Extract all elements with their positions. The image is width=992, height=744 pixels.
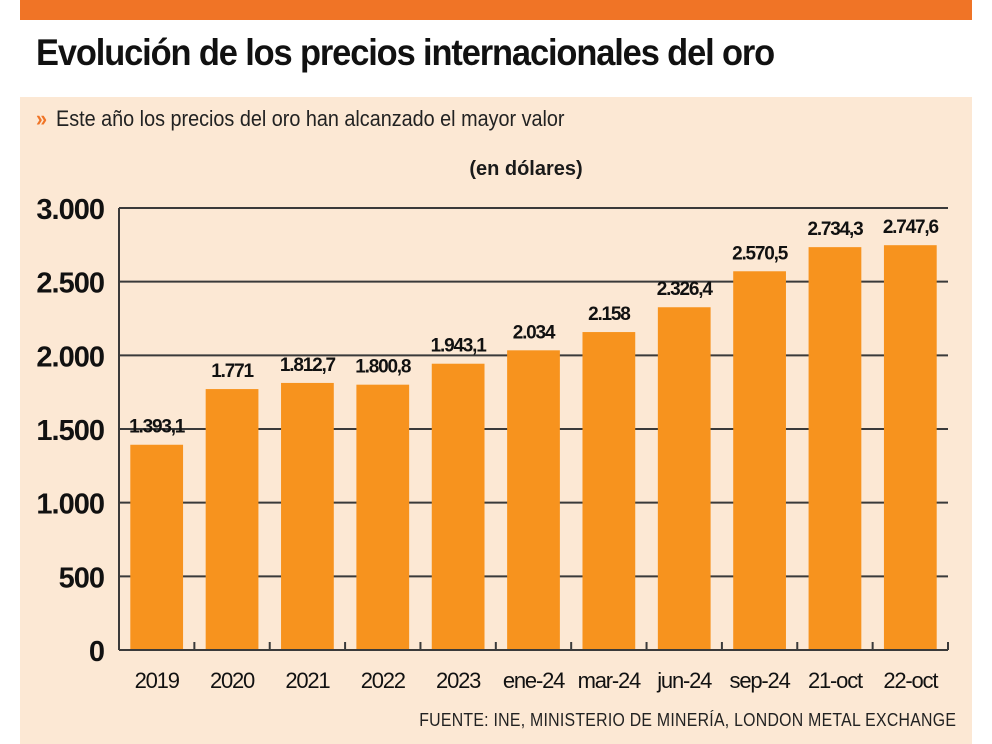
bar: [205, 389, 259, 649]
double-chevron-icon: »: [36, 106, 48, 131]
y-unit-label: (en dólares): [469, 158, 583, 180]
y-tick-label: 1.500: [36, 415, 104, 447]
data-label: 1.393,1: [129, 417, 186, 438]
subtitle-text: Este año los precios del oro han alcanza…: [56, 106, 565, 131]
bar: [130, 444, 184, 649]
x-tick-label: sep-24: [730, 668, 791, 693]
data-label: 2.747,6: [883, 217, 939, 238]
bar: [657, 307, 711, 649]
data-label: 1.812,7: [280, 355, 336, 376]
bar: [431, 363, 485, 649]
source-note: FUENTE: INE, MINISTERIO DE MINERÍA, LOND…: [419, 710, 956, 730]
y-tick-label: 3.000: [36, 194, 104, 226]
chart-subtitle: » Este año los precios del oro han alcanz…: [36, 106, 565, 132]
data-label: 1.800,8: [355, 357, 411, 378]
x-tick-label: 2020: [210, 668, 255, 693]
data-label: 2.570,5: [732, 243, 789, 264]
x-tick-label: 21-oct: [808, 668, 863, 693]
y-tick-label: 2.000: [36, 341, 104, 373]
y-tick-label: 500: [59, 562, 104, 594]
data-label: 2.158: [588, 304, 630, 325]
data-label: 2.734,3: [807, 219, 863, 240]
bar: [356, 384, 410, 649]
data-label: 1.771: [211, 361, 254, 382]
top-accent-bar: [20, 0, 972, 20]
x-tick-label: mar-24: [578, 668, 641, 693]
x-tick-label: 2023: [436, 668, 481, 693]
x-tick-label: 22-oct: [883, 668, 938, 693]
x-tick-label: 2019: [135, 668, 180, 693]
bar: [507, 350, 560, 649]
x-tick-label: 2022: [361, 668, 406, 693]
bar: [883, 245, 937, 649]
x-tick-label: 2021: [285, 668, 330, 693]
data-label: 2.034: [513, 322, 556, 343]
bar: [582, 332, 636, 649]
chart-title: Evolución de los precios internacionales…: [36, 32, 775, 73]
data-label: 2.326,4: [657, 279, 714, 300]
bar: [808, 247, 862, 649]
y-tick-label: 1.000: [36, 489, 104, 521]
x-tick-label: ene-24: [503, 668, 565, 693]
x-tick-label: jun-24: [656, 668, 712, 693]
data-label: 1.943,1: [431, 336, 488, 357]
bar: [733, 271, 786, 649]
y-tick-label: 2.500: [36, 268, 104, 300]
bar: [281, 382, 334, 649]
y-tick-label: 0: [89, 636, 104, 668]
